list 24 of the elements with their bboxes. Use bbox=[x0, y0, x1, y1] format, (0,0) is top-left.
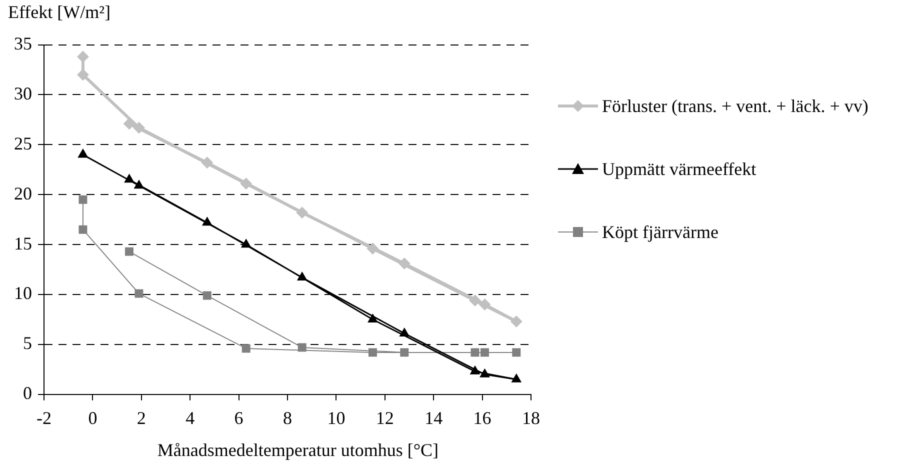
y-tick-label: 35 bbox=[14, 34, 32, 54]
x-tick-label: 16 bbox=[473, 408, 492, 428]
y-axis-title: Effekt [W/m²] bbox=[8, 2, 111, 23]
y-tick-label: 10 bbox=[14, 283, 32, 304]
y-tick-label: 20 bbox=[14, 183, 32, 204]
y-tick-label: 5 bbox=[23, 333, 32, 354]
legend-label: Förluster (trans. + vent. + läck. + vv) bbox=[602, 95, 868, 117]
x-tick-label: 6 bbox=[234, 408, 244, 428]
x-tick-label: -2 bbox=[36, 408, 52, 428]
y-tick-label: 0 bbox=[23, 383, 32, 404]
y-tick-label: 25 bbox=[14, 133, 32, 154]
x-tick-label: 8 bbox=[283, 408, 292, 428]
x-tick-label: 4 bbox=[186, 408, 195, 428]
legend-label: Köpt fjärrvärme bbox=[602, 221, 718, 243]
x-tick-label: 18 bbox=[522, 408, 540, 428]
y-tick-label: 15 bbox=[14, 233, 32, 254]
x-tick-label: 0 bbox=[88, 408, 98, 428]
x-tick-label: 10 bbox=[327, 408, 346, 428]
x-axis-title: Månadsmedeltemperatur utomhus [°C] bbox=[156, 440, 440, 461]
x-tick-label: 14 bbox=[424, 408, 443, 428]
y-tick-label: 30 bbox=[14, 83, 32, 104]
legend-label: Uppmätt värmeeffekt bbox=[602, 158, 756, 180]
x-tick-label: 2 bbox=[136, 408, 146, 428]
x-tick-label: 12 bbox=[376, 408, 394, 428]
